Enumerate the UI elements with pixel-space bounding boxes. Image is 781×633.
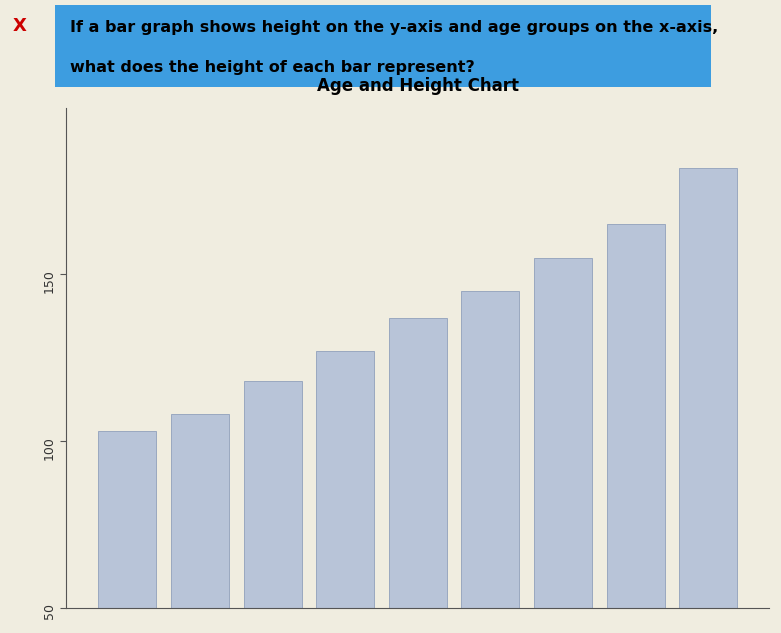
Bar <box>389 318 447 633</box>
Bar <box>316 351 374 633</box>
Bar <box>534 258 592 633</box>
Text: X: X <box>12 16 27 35</box>
Bar <box>244 381 301 633</box>
Text: what does the height of each bar represent?: what does the height of each bar represe… <box>70 60 475 75</box>
Bar <box>462 291 519 633</box>
Bar <box>98 431 156 633</box>
FancyBboxPatch shape <box>55 4 711 87</box>
Text: If a bar graph shows height on the y-axis and age groups on the x-axis,: If a bar graph shows height on the y-axi… <box>70 20 719 35</box>
Bar <box>171 415 229 633</box>
Bar <box>679 168 737 633</box>
Bar <box>607 224 665 633</box>
Title: Age and Height Chart: Age and Height Chart <box>317 77 519 95</box>
